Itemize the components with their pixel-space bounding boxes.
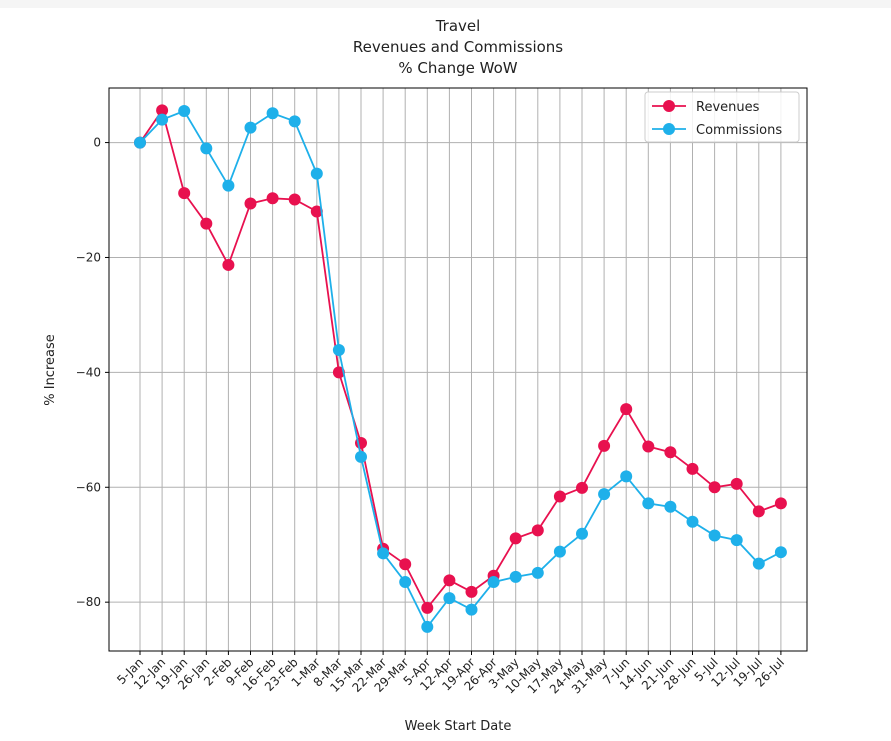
- revenues-point: [244, 197, 257, 210]
- revenues-point: [774, 497, 787, 510]
- y-tick-label: −80: [76, 595, 101, 609]
- y-tick-label: −60: [76, 480, 101, 494]
- revenues-point: [620, 403, 633, 416]
- commissions-point: [421, 620, 434, 633]
- revenues-line: [139, 108, 782, 610]
- commissions-point: [531, 566, 544, 579]
- commissions-point: [620, 470, 633, 483]
- series-layer: [134, 104, 787, 633]
- revenues-point: [465, 585, 478, 598]
- commissions-point: [399, 576, 412, 589]
- commissions-point: [664, 500, 677, 513]
- x-axis-label: Week Start Date: [405, 719, 512, 734]
- commissions-point: [576, 527, 588, 540]
- revenues-point: [310, 205, 323, 218]
- chart-title: Travel Revenues and Commissions % Change…: [353, 17, 563, 77]
- revenues-point: [509, 532, 522, 545]
- revenues-point: [553, 490, 566, 503]
- y-tick-label: 0: [93, 136, 101, 150]
- revenues-point: [730, 477, 743, 490]
- revenues-point: [178, 187, 191, 200]
- commissions-point: [178, 104, 191, 117]
- revenues-point: [686, 462, 699, 475]
- series-commissions: [134, 104, 787, 633]
- legend-swatch-marker-revenues: [663, 100, 675, 112]
- revenues-point: [222, 258, 235, 271]
- commissions-point: [200, 142, 213, 155]
- chart-title-line-2: Revenues and Commissions: [353, 38, 563, 56]
- revenues-point: [708, 481, 721, 494]
- y-tick-label: −20: [76, 250, 101, 264]
- revenues-point: [642, 440, 655, 453]
- chart-title-line-1: Travel: [435, 17, 481, 35]
- commissions-point: [288, 115, 301, 128]
- revenues-point: [266, 192, 279, 205]
- revenues-point: [156, 104, 169, 117]
- commissions-point: [156, 113, 169, 126]
- commissions-point: [266, 107, 279, 120]
- commissions-point: [310, 167, 323, 180]
- chart-title-line-3: % Change WoW: [398, 59, 517, 77]
- revenues-point: [399, 558, 412, 571]
- commissions-point: [509, 570, 522, 583]
- y-tick-label: −40: [76, 365, 101, 379]
- commissions-point: [332, 343, 345, 356]
- legend-swatch-marker-commissions: [663, 123, 675, 135]
- grid: [109, 88, 807, 651]
- legend-label-revenues: Revenues: [696, 100, 760, 115]
- revenues-point: [200, 217, 213, 230]
- commissions-point: [774, 546, 787, 559]
- commissions-point: [686, 515, 699, 528]
- revenues-point: [421, 601, 434, 614]
- commissions-point: [730, 534, 743, 547]
- plot-area-frame: [108, 87, 808, 652]
- commissions-point: [355, 450, 367, 463]
- revenues-point: [576, 481, 588, 494]
- commissions-point: [553, 545, 566, 558]
- legend-label-commissions: Commissions: [696, 123, 782, 138]
- commissions-point: [708, 529, 721, 542]
- commissions-point: [642, 497, 655, 510]
- commissions-point: [134, 136, 146, 149]
- revenues-point: [332, 366, 345, 379]
- commissions-line: [139, 109, 782, 629]
- page-top-strip: [0, 0, 891, 8]
- commissions-point: [465, 603, 478, 616]
- commissions-point: [222, 179, 235, 192]
- revenues-point: [443, 574, 456, 587]
- revenues-point: [288, 193, 301, 206]
- revenues-point: [664, 446, 677, 459]
- commissions-point: [443, 592, 456, 605]
- commissions-point: [487, 576, 500, 589]
- revenues-point: [752, 505, 765, 518]
- commissions-point: [377, 547, 390, 560]
- commissions-point: [598, 488, 611, 501]
- revenues-point: [598, 439, 611, 452]
- y-axis-label: % Increase: [43, 334, 58, 406]
- axis-ticks: 5-Jan12-Jan19-Jan26-Jan2-Feb9-Feb16-Feb2…: [76, 136, 787, 697]
- legend: Revenues Commissions: [644, 91, 800, 143]
- commissions-point: [244, 121, 257, 134]
- commissions-point: [752, 557, 765, 570]
- revenues-point: [531, 524, 544, 537]
